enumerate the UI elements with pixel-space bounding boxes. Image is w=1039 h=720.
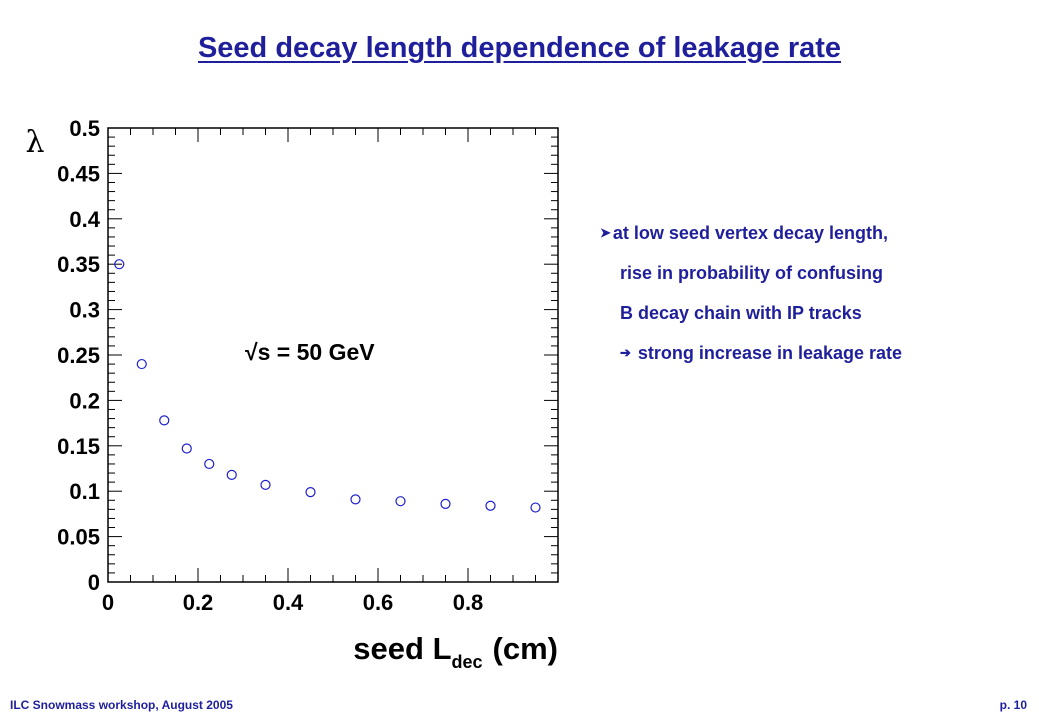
y-tick-label: 0.25 [57,343,100,368]
x-axis-label-unit: (cm) [493,631,558,666]
x-axis-label-subscript: dec [452,652,483,672]
y-axis-label: λ [25,125,44,160]
bullet-text-4: strong increase in leakage rate [637,343,903,363]
bullet-text-2: rise in probability of confusing [620,263,884,283]
y-tick-label: 0.3 [69,298,100,323]
x-tick-label: 0.2 [183,590,214,615]
footer-workshop: ILC Snowmass workshop, August 2005 [10,698,233,712]
data-point [440,498,451,510]
x-tick-label: 0 [102,590,114,615]
data-point [181,443,192,454]
y-tick-label: 0.5 [69,116,100,141]
data-point [350,494,361,505]
x-axis-label: seed Ldec (cm) [353,631,558,672]
bullet-text-1: at low seed vertex decay length, [612,223,889,243]
data-point [114,259,125,270]
slide-title: Seed decay length dependence of leakage … [197,32,842,64]
bullet-continuation: ➔ strong increase in leakage rate [600,340,902,380]
energy-annotation: √s = 50 GeV [245,339,375,365]
y-tick-label: 0.1 [69,479,100,504]
data-point [485,500,496,511]
tick-labels: 0 0.2 0.4 0.6 0.8 0 0.05 0.1 0.15 0.2 0.25 0.3 0.35 0… [57,116,483,615]
bullet-text-3: B decay chain with IP tracks [620,303,862,323]
data-point [159,415,170,426]
bullet-list: ➤ at low seed vertex decay length, rise i… [600,220,902,380]
y-tick-label: 0.4 [69,207,100,232]
bullet-item: ➤ at low seed vertex decay length, [600,220,902,260]
y-tick-label: 0.05 [57,525,100,550]
data-point [305,487,316,498]
y-tick-label: 0 [88,570,100,595]
y-tick-label: 0.35 [57,252,100,277]
data-points [114,259,541,513]
data-point [260,479,271,490]
x-tick-label: 0.6 [363,590,394,615]
y-tick-label: 0.2 [69,388,100,413]
x-tick-label: 0.4 [273,590,304,615]
data-point [395,496,406,507]
data-point [136,358,147,370]
x-axis-label-main: seed L [353,631,451,666]
data-point [204,458,215,470]
bullet-continuation: rise in probability of confusing [600,260,902,300]
y-tick-label: 0.45 [57,161,100,186]
axis-ticks [107,127,559,583]
data-point [226,469,237,480]
data-point [530,502,541,513]
right-arrow-icon: ➔ [620,345,631,360]
arrowhead-bullet-icon: ➤ [600,225,611,240]
leakage-rate-chart: 0 0.2 0.4 0.6 0.8 0 0.05 0.1 0.15 0.2 0.25 0.3 0.35 0… [25,116,559,672]
bullet-continuation: B decay chain with IP tracks [600,300,902,340]
y-tick-label: 0.15 [57,434,100,459]
x-tick-label: 0.8 [453,590,484,615]
footer-page-number: p. 10 [999,698,1027,712]
